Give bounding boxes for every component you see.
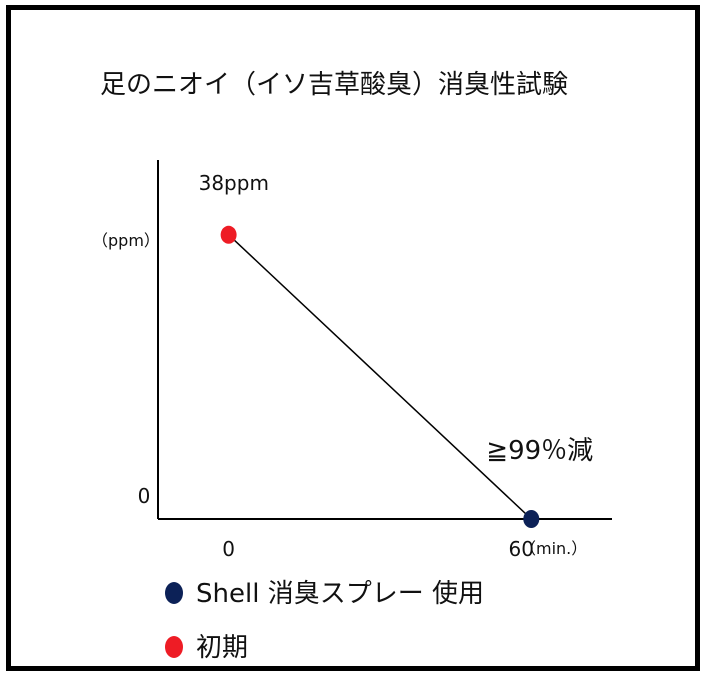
data-points [220, 225, 540, 528]
series-lines [228, 234, 532, 520]
legend-marker [165, 582, 183, 604]
legend-marker [165, 636, 183, 658]
chart-frame [6, 5, 700, 671]
legend-label: 初期 [196, 633, 248, 663]
data-label: 38ppm [199, 171, 269, 195]
y-axis-unit-label: （ppm） [92, 231, 160, 250]
x-tick-label: 0 [222, 537, 235, 561]
y-tick-label: 0 [138, 484, 151, 508]
data-label: ≧99％減 [486, 436, 593, 466]
data-labels: 38ppm ≧99％減 [199, 171, 594, 466]
legend-label: Shell 消臭スプレー 使用 [196, 579, 484, 609]
series-line [228, 234, 532, 520]
x-tick-label: 60 [509, 537, 534, 561]
x-axis-unit-label: （min.） [520, 539, 587, 558]
y-tick-labels: 0 [138, 484, 151, 508]
data-point [523, 510, 540, 528]
data-point [220, 225, 237, 244]
x-tick-labels: 0 60 [222, 537, 534, 561]
chart-title: 足のニオイ（イソ吉草酸臭）消臭性試験 [100, 70, 568, 100]
